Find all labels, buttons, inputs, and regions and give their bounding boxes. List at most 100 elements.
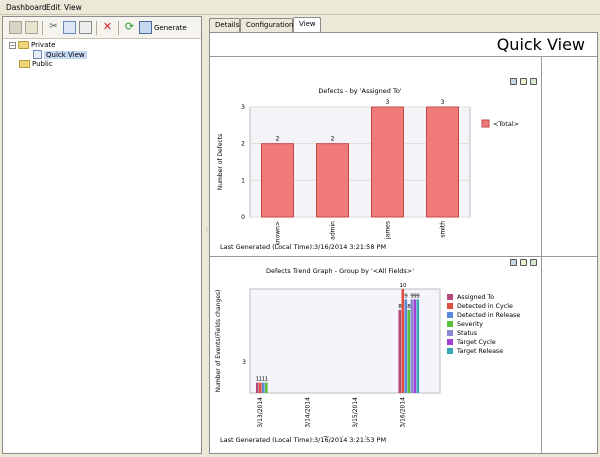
tree-label-quick-view: Quick View <box>44 50 87 59</box>
bar <box>407 309 411 393</box>
x-tick-label: 3/15/2014 <box>352 397 359 428</box>
data-label: 9 <box>413 293 417 299</box>
data-label: 1 <box>256 377 260 383</box>
chart-settings-icon[interactable] <box>510 259 517 266</box>
bar <box>413 299 417 393</box>
toolbar: ✂ ✕ ⟳ Generate <box>3 17 201 39</box>
bar <box>265 382 268 393</box>
paste-icon[interactable] <box>79 21 92 34</box>
tab-configuration[interactable]: Configuration <box>240 18 293 32</box>
copy-icon[interactable] <box>63 21 76 34</box>
x-tick-label: 3/16/2014 <box>400 397 407 428</box>
legend-swatch <box>447 330 453 336</box>
last-generated-value: 3/16/2014 3:21:53 PM <box>314 436 387 444</box>
x-axis-label: Time interval <box>323 435 367 437</box>
bar <box>398 309 402 393</box>
collapse-icon[interactable]: − <box>9 41 16 49</box>
legend-swatch <box>447 348 453 354</box>
tab-details[interactable]: Details <box>209 18 240 32</box>
data-label: 10 <box>400 283 407 289</box>
tree-item-private[interactable]: − Private <box>9 41 55 49</box>
x-tick-label: 3/14/2014 <box>305 397 312 428</box>
chart-title: Defects Trend Graph - Group by '<All Fie… <box>265 267 414 275</box>
refresh-icon[interactable]: ⟳ <box>124 20 135 33</box>
last-generated-label: Last Generated (Local Time): <box>220 436 315 444</box>
y-tick-label: 2 <box>241 141 245 148</box>
divider <box>210 256 597 257</box>
data-label: 1 <box>259 377 263 383</box>
legend-swatch <box>447 294 453 300</box>
bar <box>371 106 404 218</box>
generate-button[interactable]: Generate <box>154 24 187 32</box>
panel-splitter[interactable]: ⋮ <box>203 16 210 454</box>
bar <box>410 299 414 393</box>
bar <box>416 299 420 393</box>
legend-label: Status <box>457 330 477 337</box>
grip-icon: ⋮ <box>204 226 210 233</box>
bar <box>426 106 459 218</box>
chart-refresh-icon[interactable] <box>520 78 527 85</box>
chart-export-icon[interactable] <box>530 259 537 266</box>
bar <box>259 382 262 393</box>
data-label: 9 <box>410 293 414 299</box>
content-area: Details Configuration View Quick View De… <box>209 16 598 454</box>
legend-swatch <box>447 339 453 345</box>
last-generated-label: Last Generated (Local Time): <box>220 243 315 251</box>
bar <box>262 382 265 393</box>
last-generated-value: 3/16/2014 3:21:58 PM <box>314 243 387 251</box>
menu-edit[interactable]: Edit <box>46 3 61 12</box>
bar <box>404 299 408 393</box>
legend-swatch <box>481 119 490 128</box>
tree-panel: ✂ ✕ ⟳ Generate − Private Quick View Publi… <box>2 16 202 454</box>
view-title: Quick View <box>496 35 585 54</box>
legend-label: Detected in Release <box>457 312 520 319</box>
legend-label: Detected in Cycle <box>457 303 513 310</box>
graph-icon <box>33 50 42 59</box>
toolbar-separator <box>118 21 119 35</box>
legend-swatch <box>447 312 453 318</box>
x-tick-label: 3/13/2014 <box>257 397 264 428</box>
view-pane: Quick View Defects - by 'Assigned To' 0 1… <box>209 32 598 454</box>
legend-label: Severity <box>457 321 483 328</box>
y-axis-label: Number of Events(Fields changes) <box>215 290 222 393</box>
toolbar-separator <box>96 21 97 35</box>
tree-label-public: Public <box>32 60 53 68</box>
chart-export-icon[interactable] <box>530 78 537 85</box>
data-label: 1 <box>265 377 269 383</box>
cut-icon[interactable]: ✂ <box>49 21 58 32</box>
legend-label: <Total> <box>493 120 519 128</box>
new-item-icon[interactable] <box>25 21 38 34</box>
generate-icon[interactable] <box>139 21 152 34</box>
data-label: 3 <box>441 99 445 106</box>
y-tick-label: 0 <box>241 214 245 221</box>
menu-view[interactable]: View <box>64 3 82 12</box>
legend-label: Target Cycle <box>456 339 496 346</box>
delete-icon[interactable]: ✕ <box>102 20 113 33</box>
folder-icon <box>19 60 30 68</box>
data-label: 3 <box>386 99 390 106</box>
toolbar-separator <box>42 21 43 35</box>
menu-dashboard[interactable]: Dashboard <box>6 3 47 12</box>
x-tick-label: smith <box>440 221 447 238</box>
data-label: 8 <box>407 304 411 310</box>
bar <box>261 143 294 218</box>
new-folder-icon[interactable] <box>9 21 22 34</box>
tree-item-public[interactable]: Public <box>19 60 53 68</box>
data-label: 9 <box>404 293 408 299</box>
y-tick-label: 3 <box>241 104 245 111</box>
chart-settings-icon[interactable] <box>510 78 517 85</box>
data-label: 1 <box>262 377 266 383</box>
tree-item-quick-view[interactable]: Quick View <box>33 50 87 59</box>
chart-refresh-icon[interactable] <box>520 259 527 266</box>
y-axis-label: Number of Defects <box>217 134 224 191</box>
menu-bar: Dashboard Edit View <box>0 0 600 15</box>
tab-view[interactable]: View <box>293 17 321 32</box>
y-tick-label: 1 <box>241 177 245 184</box>
legend-label: Target Release <box>456 348 503 355</box>
bar <box>316 143 349 218</box>
legend-swatch <box>447 303 453 309</box>
x-tick-label: <unknown> <box>275 221 282 245</box>
legend-swatch <box>447 321 453 327</box>
bar <box>256 382 259 393</box>
